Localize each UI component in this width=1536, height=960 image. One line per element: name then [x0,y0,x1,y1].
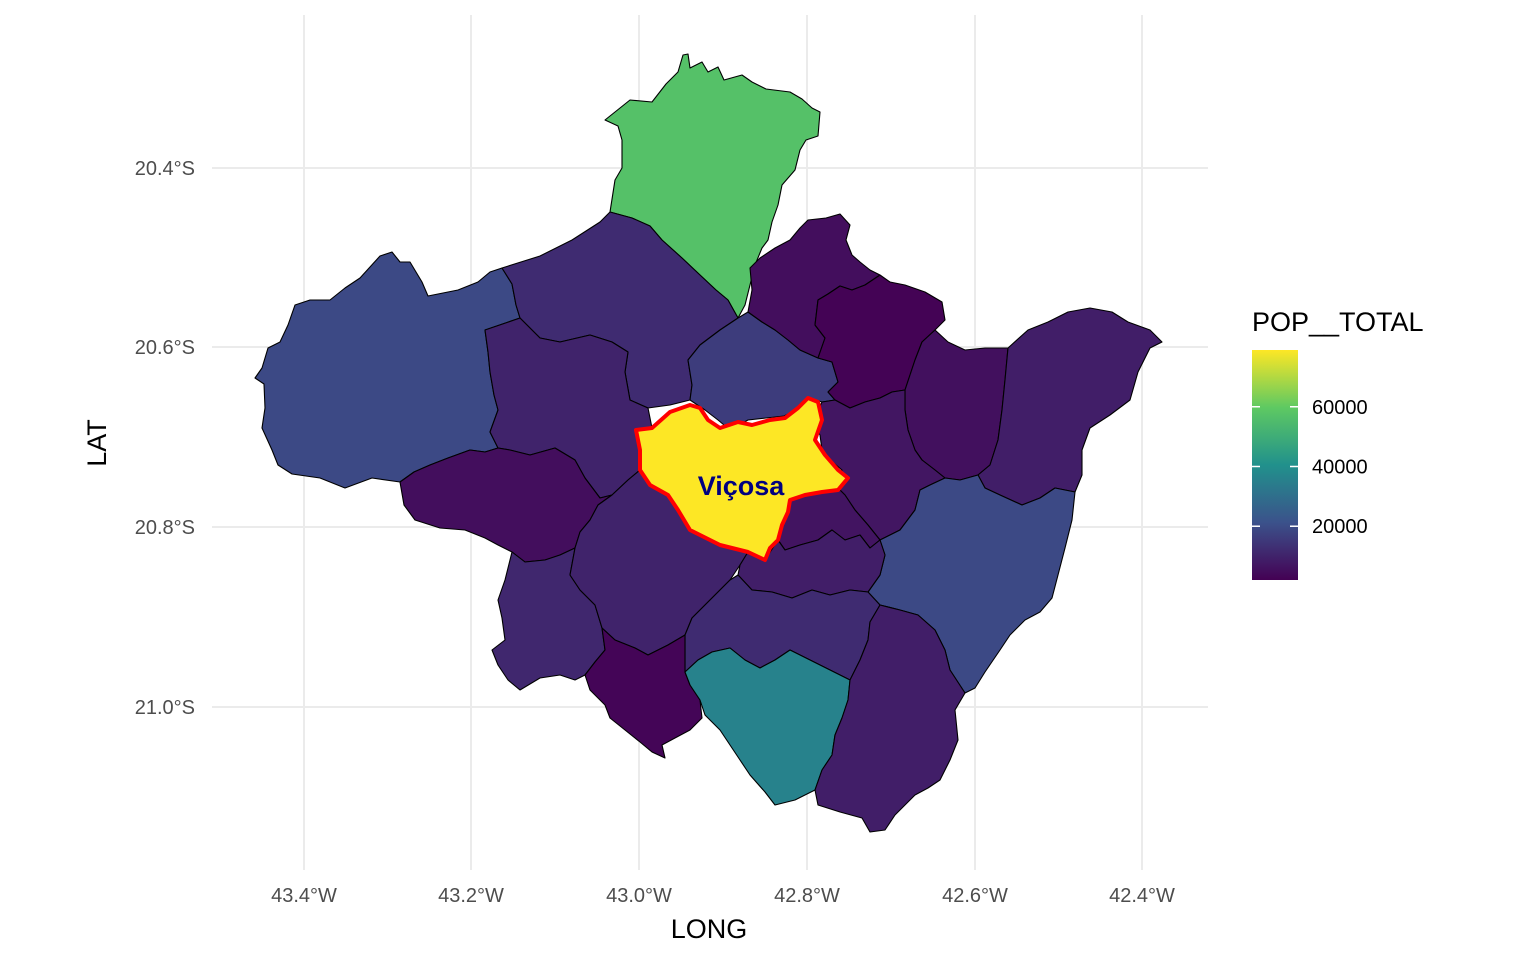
legend-tick-label: 20000 [1312,516,1368,538]
legend-colorbar [1252,350,1298,580]
y-axis-ticks: 20.4°S 20.6°S 20.8°S 21.0°S [135,158,195,719]
vicosa-label: Viçosa [698,471,786,501]
x-tick-label: 43.0°W [606,885,672,907]
region-north [604,53,821,319]
region-vicosa[interactable] [634,396,850,562]
x-tick-label: 42.6°W [942,885,1008,907]
legend-tick-label: 40000 [1312,456,1368,478]
x-axis-ticks: 43.4°W 43.2°W 43.0°W 42.8°W 42.6°W 42.4°… [271,885,1175,907]
region-se-low [814,604,966,833]
legend-title: POP__TOTAL [1252,307,1424,337]
region-sw3 [584,627,703,759]
x-tick-label: 42.8°W [774,885,840,907]
y-tick-label: 20.4°S [135,158,195,180]
x-axis-title: LONG [671,914,748,944]
y-tick-label: 20.8°S [135,517,195,539]
legend-ticks: 60000 40000 20000 [1252,397,1368,538]
y-tick-label: 21.0°S [135,697,195,719]
region-sw2 [491,547,606,691]
x-tick-label: 43.2°W [438,885,504,907]
legend: POP__TOTAL 60000 40000 20000 [1252,307,1424,580]
x-tick-label: 42.4°W [1109,885,1175,907]
legend-tick-label: 60000 [1312,397,1368,419]
x-tick-label: 43.4°W [271,885,337,907]
y-tick-label: 20.6°S [135,337,195,359]
municipalities [254,53,1163,833]
y-axis-title: LAT [82,419,112,467]
region-far-ne [977,307,1163,506]
